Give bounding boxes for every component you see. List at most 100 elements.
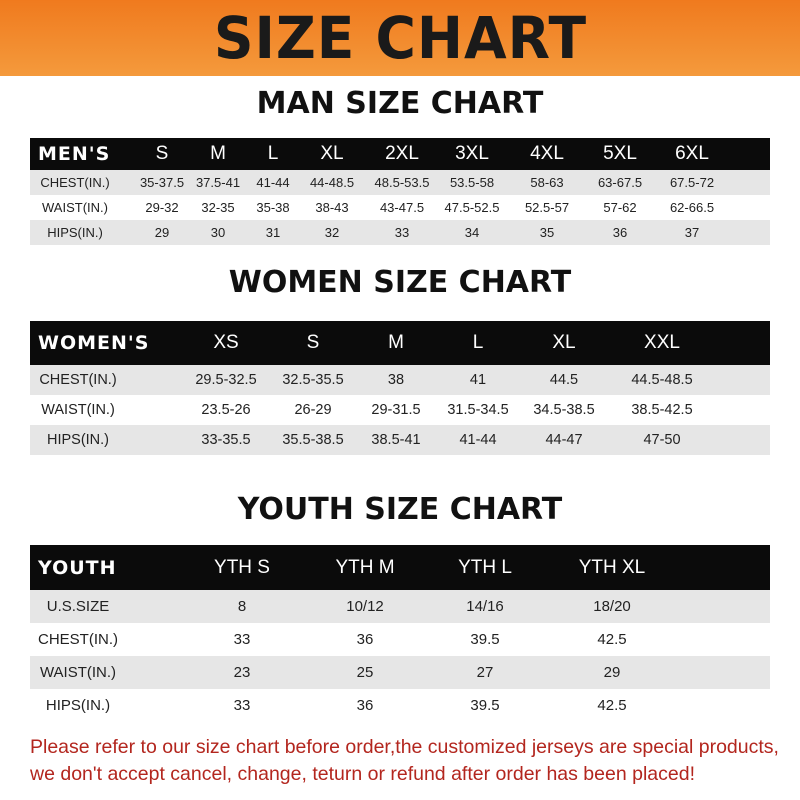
measurement-cell: 41 (469, 372, 487, 388)
measurement-cell: 41-44 (256, 175, 290, 190)
measurement-cell: 23.5-26 (201, 402, 251, 418)
table-corner-label: YOUTH (38, 556, 117, 579)
men-section-title: MAN SIZE CHART (256, 86, 544, 121)
measurement-cell: 48.5-53.5 (374, 175, 430, 190)
measurement-cell: 29-32 (145, 200, 179, 215)
measurement-cell: 44-48.5 (309, 175, 355, 190)
measurement-cell: 31.5-34.5 (447, 402, 509, 418)
table-corner-label: WOMEN'S (38, 332, 150, 354)
measurement-cell: 35-37.5 (139, 175, 185, 190)
measurement-cell: 26-29 (294, 402, 332, 418)
size-column-header: 6XL (675, 143, 709, 164)
size-column-header: YTH XL (578, 556, 646, 578)
size-column-header: L (267, 143, 279, 164)
measurement-cell: 33 (233, 631, 251, 648)
women-size-table: WOMEN'S XS S M L XL XXL CHEST(IN.) 29.5-32.5 32.5… (30, 321, 770, 455)
measurement-cell: 23 (233, 664, 251, 681)
size-column-header: S (155, 143, 169, 164)
size-column-header: YTH S (214, 556, 270, 578)
measurement-cell: 34 (464, 225, 480, 240)
measurement-cell: 47-50 (643, 432, 681, 448)
measurement-cell: 37.5-41 (195, 175, 241, 190)
size-column-header: M (388, 332, 404, 353)
measurement-cell: 58-63 (530, 175, 564, 190)
measurement-cell: 52.5-57 (524, 200, 570, 215)
row-label: HIPS(IN.) (45, 697, 111, 714)
measurement-cell: 32.5-35.5 (282, 372, 344, 388)
size-column-header: S (306, 332, 320, 353)
size-column-header: XL (552, 332, 576, 353)
notice-line-1: Please refer to our size chart before or… (30, 736, 779, 758)
measurement-cell: 10/12 (346, 598, 384, 615)
row-label: WAIST(IN.) (42, 200, 108, 215)
measurement-cell: 47.5-52.5 (444, 200, 500, 215)
size-column-header: XL (320, 143, 344, 164)
measurement-cell: 38.5-41 (371, 432, 421, 448)
measurement-cell: 38.5-42.5 (631, 402, 693, 418)
measurement-cell: 44-47 (545, 432, 583, 448)
measurement-cell: 37 (684, 225, 700, 240)
size-column-header: YTH M (335, 556, 395, 578)
table-row: CHEST(IN.) 35-37.5 37.5-41 41-44 44-48.5 48.5… (30, 170, 770, 195)
measurement-cell: 33 (233, 697, 251, 714)
row-label: WAIST(IN.) (41, 402, 115, 418)
size-column-header: M (210, 143, 226, 164)
table-row: HIPS(IN.) 33-35.5 35.5-38.5 38.5-41 41-44 44-… (30, 425, 770, 455)
measurement-cell: 32 (324, 225, 340, 240)
banner: SIZE CHART (0, 0, 800, 76)
size-column-header: 3XL (455, 143, 489, 164)
measurement-cell: 36 (356, 697, 374, 714)
women-section-title: WOMEN SIZE CHART (228, 265, 572, 300)
table-corner-label: MEN'S (38, 143, 111, 165)
measurement-cell: 42.5 (597, 697, 627, 714)
size-column-header: YTH L (458, 556, 512, 578)
measurement-cell: 32-35 (201, 200, 235, 215)
youth-size-table: YOUTH YTH S YTH M YTH L YTH XL U.S.SIZE 8 10/12… (30, 545, 770, 722)
order-notice: Please refer to our size chart before or… (30, 734, 790, 788)
table-row: WAIST(IN.) 23 25 27 29 (30, 656, 770, 689)
size-column-header: 4XL (530, 143, 564, 164)
measurement-cell: 30 (210, 225, 226, 240)
measurement-cell: 53.5-58 (449, 175, 495, 190)
measurement-cell: 35.5-38.5 (282, 432, 344, 448)
table-header-row: WOMEN'S XS S M L XL XXL (30, 321, 770, 365)
measurement-cell: 8 (237, 598, 247, 615)
measurement-cell: 31 (265, 225, 281, 240)
size-column-header: XXL (644, 332, 680, 353)
row-label: WAIST(IN.) (39, 664, 117, 681)
table-row: HIPS(IN.) 29 30 31 32 33 34 35 36 37 (30, 220, 770, 245)
row-label: CHEST(IN.) (39, 372, 117, 388)
measurement-cell: 36 (612, 225, 628, 240)
measurement-cell: 29.5-32.5 (195, 372, 257, 388)
measurement-cell: 39.5 (470, 631, 500, 648)
measurement-cell: 62-66.5 (669, 200, 715, 215)
table-row: HIPS(IN.) 33 36 39.5 42.5 (30, 689, 770, 722)
row-label: U.S.SIZE (46, 598, 110, 615)
table-row: CHEST(IN.) 33 36 39.5 42.5 (30, 623, 770, 656)
measurement-cell: 33-35.5 (201, 432, 251, 448)
size-column-header: 5XL (603, 143, 637, 164)
youth-section-title: YOUTH SIZE CHART (237, 492, 563, 527)
measurement-cell: 38-43 (315, 200, 349, 215)
measurement-cell: 27 (476, 664, 494, 681)
size-column-header: XS (213, 332, 239, 353)
measurement-cell: 44.5-48.5 (631, 372, 693, 388)
table-row: U.S.SIZE 8 10/12 14/16 18/20 (30, 590, 770, 623)
row-label: CHEST(IN.) (38, 631, 118, 648)
measurement-cell: 63-67.5 (597, 175, 643, 190)
measurement-cell: 43-47.5 (379, 200, 425, 215)
measurement-cell: 35-38 (256, 200, 290, 215)
measurement-cell: 67.5-72 (669, 175, 715, 190)
row-label: HIPS(IN.) (46, 432, 110, 448)
banner-title: SIZE CHART (213, 4, 587, 72)
measurement-cell: 57-62 (603, 200, 637, 215)
size-column-header: 2XL (385, 143, 419, 164)
men-size-table: MEN'S S M L XL 2XL 3XL 4XL 5XL 6XL CHEST(IN.) 35-37… (30, 138, 770, 245)
measurement-cell: 14/16 (466, 598, 504, 615)
measurement-cell: 42.5 (597, 631, 627, 648)
row-label: HIPS(IN.) (47, 225, 103, 240)
table-header-row: YOUTH YTH S YTH M YTH L YTH XL (30, 545, 770, 590)
measurement-cell: 36 (356, 631, 374, 648)
measurement-cell: 39.5 (470, 697, 500, 714)
measurement-cell: 35 (539, 225, 555, 240)
